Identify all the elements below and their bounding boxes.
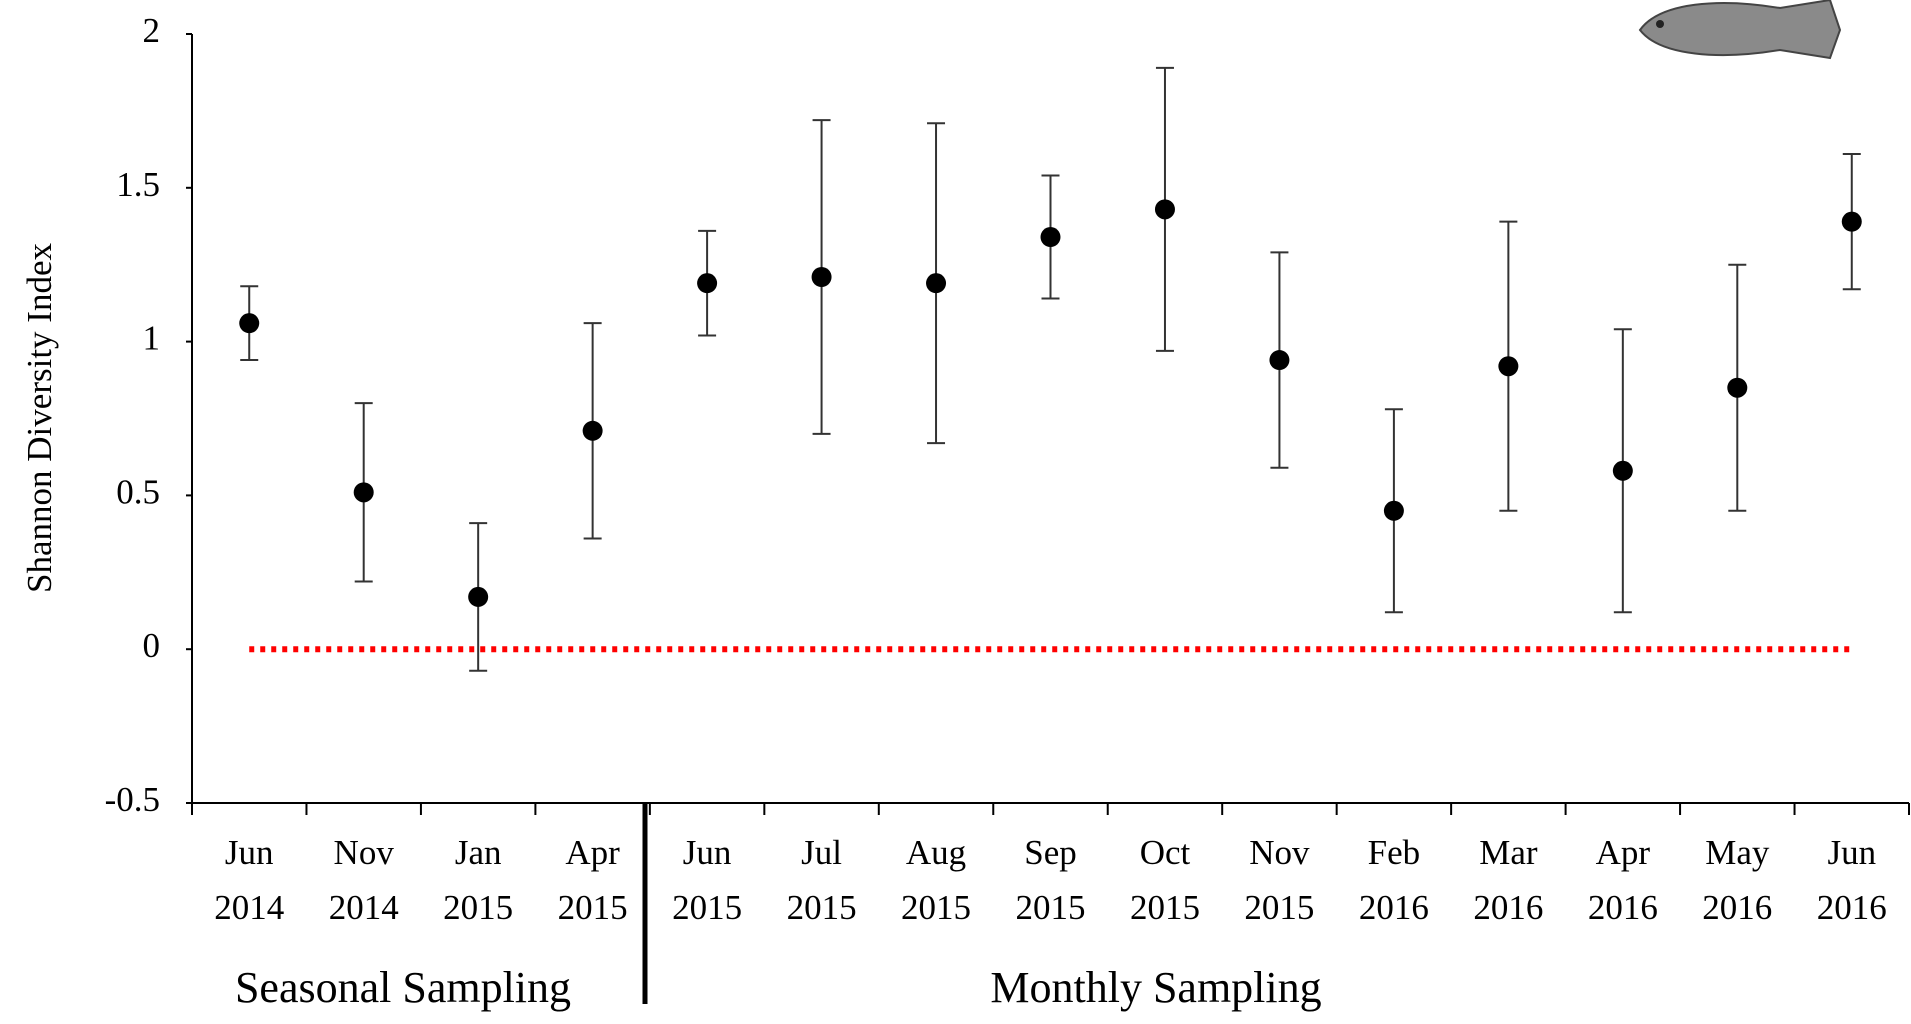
y-tick-label: 2 [143, 11, 161, 50]
x-tick-label: 2015 [787, 888, 857, 927]
x-tick-label: Sep [1024, 833, 1077, 872]
y-tick-label: 1 [143, 319, 161, 358]
y-tick-label: 1.5 [116, 165, 160, 204]
point [1154, 199, 1175, 220]
x-tick-label: 2016 [1702, 888, 1772, 927]
point [1269, 350, 1290, 371]
x-tick-label: Jan [455, 833, 502, 872]
x-tick-label: Jun [683, 833, 732, 872]
x-tick-label: Aug [906, 833, 966, 872]
x-tick-label: Apr [1596, 833, 1651, 872]
x-tick-label: 2015 [443, 888, 513, 927]
x-tick-label: 2016 [1588, 888, 1658, 927]
x-tick-label: 2015 [1130, 888, 1200, 927]
point [1727, 377, 1748, 398]
point [353, 482, 374, 503]
x-tick-label: Apr [565, 833, 620, 872]
point [468, 586, 489, 607]
x-tick-label: 2016 [1473, 888, 1543, 927]
x-tick-label: Nov [334, 833, 395, 872]
group-label: Seasonal Sampling [235, 963, 571, 1012]
point [1498, 356, 1519, 377]
x-tick-label: 2016 [1359, 888, 1429, 927]
x-tick-label: Oct [1140, 833, 1191, 872]
y-tick-label: 0.5 [116, 472, 160, 511]
y-tick-label: -0.5 [105, 780, 160, 819]
x-tick-label: 2014 [329, 888, 399, 927]
x-tick-label: 2015 [1244, 888, 1314, 927]
point [697, 273, 718, 294]
x-tick-label: Feb [1368, 833, 1421, 872]
group-label: Monthly Sampling [990, 963, 1321, 1012]
point [1612, 460, 1633, 481]
point [811, 267, 832, 288]
y-tick-label: 0 [143, 626, 161, 665]
fish-icon [1638, 0, 1842, 60]
x-tick-label: 2015 [558, 888, 628, 927]
point [1383, 500, 1404, 521]
y-axis-label: Shannon Diversity Index [20, 243, 59, 593]
point [582, 420, 603, 441]
x-tick-label: 2015 [1016, 888, 1086, 927]
x-tick-label: 2015 [901, 888, 971, 927]
x-tick-label: Jun [1827, 833, 1876, 872]
x-tick-label: Mar [1479, 833, 1538, 872]
x-tick-label: 2016 [1817, 888, 1887, 927]
point [926, 273, 947, 294]
x-tick-label: Nov [1249, 833, 1310, 872]
x-tick-label: May [1705, 833, 1770, 872]
point [1040, 227, 1061, 248]
x-tick-label: Jun [225, 833, 274, 872]
point [239, 313, 260, 334]
x-tick-label: 2014 [214, 888, 284, 927]
x-tick-label: Jul [801, 833, 842, 872]
x-tick-label: 2015 [672, 888, 742, 927]
point [1841, 211, 1862, 232]
